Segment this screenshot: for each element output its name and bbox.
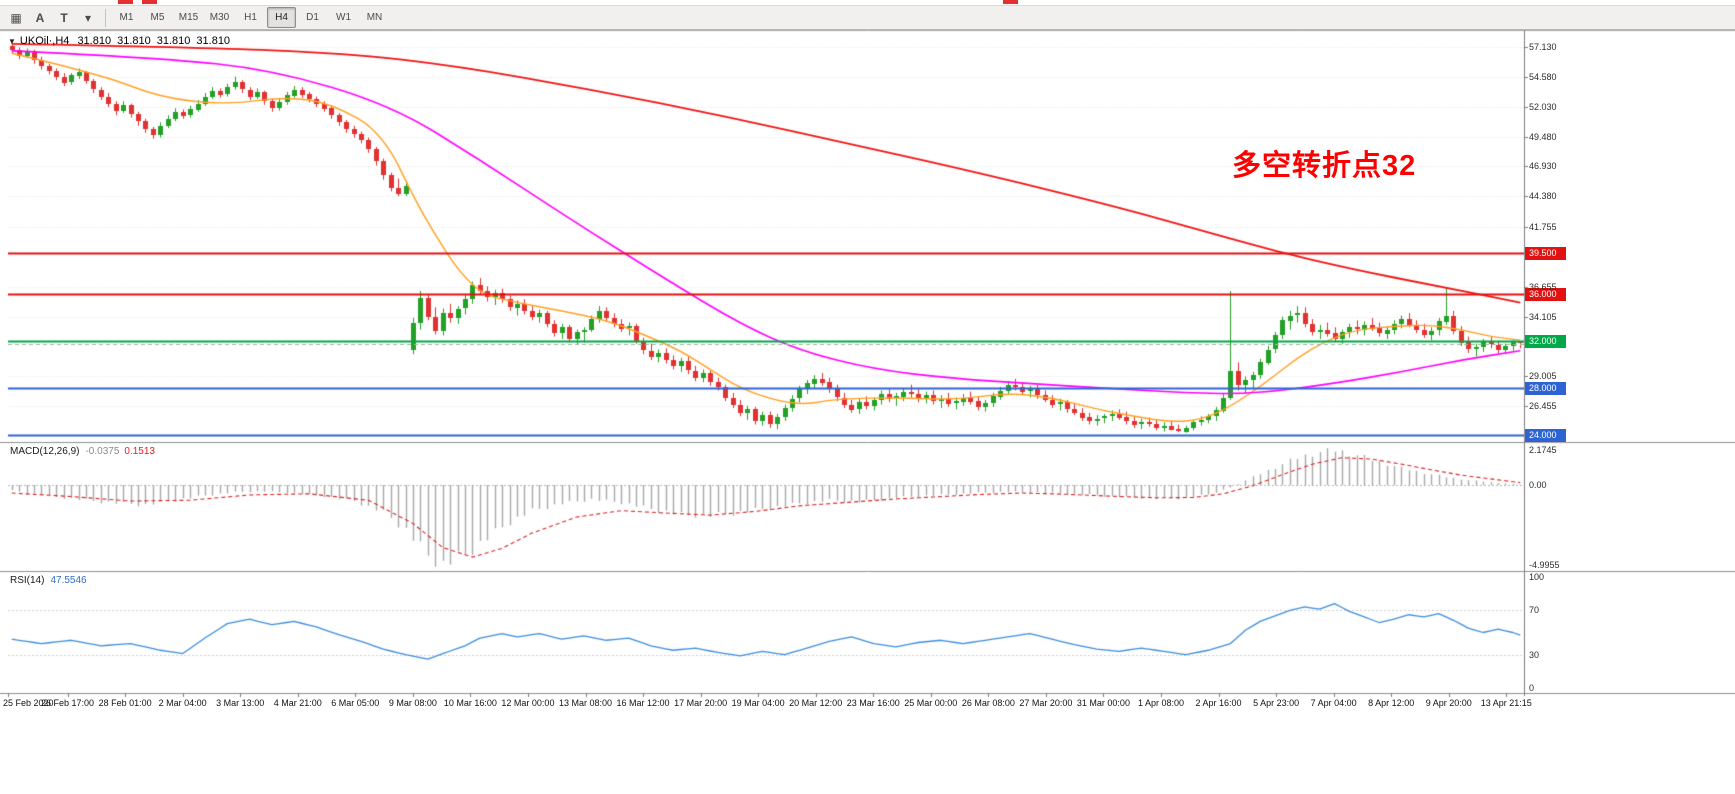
- red-artifact: [1003, 0, 1018, 4]
- timeframe-buttons: M1 M5 M15 M30 H1 H4 D1 W1 MN: [111, 7, 390, 28]
- grid-icon[interactable]: ▦: [10, 10, 22, 25]
- tf-button-d1[interactable]: D1: [306, 12, 319, 23]
- tf-button-h1[interactable]: H1: [244, 12, 257, 23]
- tf-button-mn[interactable]: MN: [366, 12, 383, 23]
- red-artifact: [142, 0, 157, 4]
- tf-button-w1[interactable]: W1: [336, 12, 351, 23]
- chart-type-dropdown-icon[interactable]: ▾: [84, 10, 92, 25]
- tf-button-m1[interactable]: M1: [119, 12, 134, 23]
- tf-button-m30[interactable]: M30: [209, 12, 230, 23]
- text-tool-icon[interactable]: T: [60, 10, 68, 25]
- tf-button-h4[interactable]: H4: [267, 7, 296, 28]
- collapse-arrow-icon[interactable]: ▼: [8, 37, 16, 46]
- text-annotation-icon[interactable]: A: [35, 10, 45, 25]
- toolbar: ▦ A T ▾ M1 M5 M15 M30 H1 H4 D1 W1 MN: [0, 5, 1735, 30]
- toolbar-separator: [105, 8, 106, 27]
- red-artifact: [118, 0, 133, 4]
- tf-button-m15[interactable]: M15: [178, 12, 199, 23]
- titlebar-remnant: [0, 0, 1735, 5]
- tf-button-m5[interactable]: M5: [150, 12, 165, 23]
